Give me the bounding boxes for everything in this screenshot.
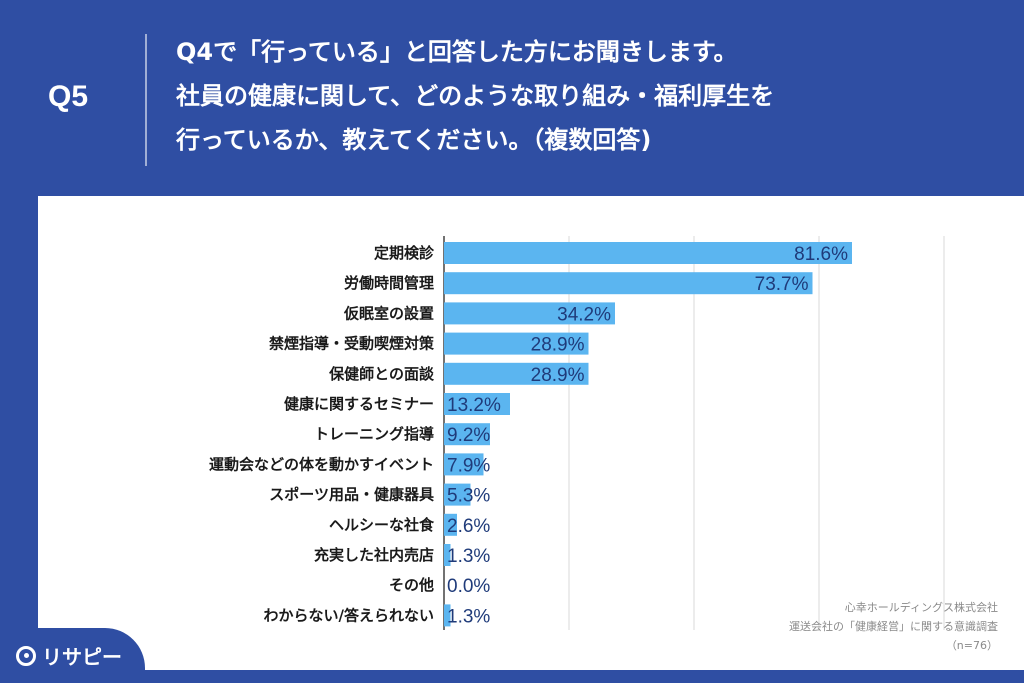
source-sample-size: （n=76） <box>945 639 998 652</box>
category-label: 労働時間管理 <box>344 274 434 292</box>
question-line-1: Q4で「行っている」と回答した方にお聞きします。 <box>176 38 738 66</box>
bar <box>444 242 852 264</box>
bar <box>444 423 490 446</box>
category-label: その他 <box>389 576 434 594</box>
category-label: ヘルシーな社食 <box>329 516 435 534</box>
bar <box>444 332 589 355</box>
data-label: 28.9% <box>531 365 585 386</box>
data-label: 28.9% <box>531 335 585 356</box>
category-label: 運動会などの体を動かすイベント <box>209 455 434 473</box>
source-company: 心幸ホールディングス株式会社 <box>844 601 998 614</box>
data-label: 13.2% <box>447 395 501 416</box>
bar <box>444 453 484 476</box>
question-line-3: 行っているか、教えてください。（複数回答) <box>176 126 652 154</box>
bar <box>444 362 589 385</box>
chart-card: 定期検診 81.6% 労働時間管理 73.7% 仮眠室の設置 34.2% 禁煙指導・受動喫煙… <box>38 196 1024 670</box>
data-label: 5.3% <box>447 486 490 507</box>
category-label: 充実した社内売店 <box>314 546 434 564</box>
bar <box>444 513 457 536</box>
data-label: 7.9% <box>447 455 490 476</box>
brand-name: リサピー <box>42 645 122 669</box>
category-label: 保健師との面談 <box>328 365 435 383</box>
category-label: スポーツ用品・健康器具 <box>269 486 434 504</box>
question-text: Q4で「行っている」と回答した方にお聞きします。 社員の健康に関して、どのような… <box>176 30 1006 162</box>
bar-chart: 定期検診 81.6% 労働時間管理 73.7% 仮眠室の設置 34.2% 禁煙指導・受動喫煙… <box>209 236 945 630</box>
bar <box>444 302 615 325</box>
data-label: 9.2% <box>447 425 490 446</box>
category-label: トレーニング指導 <box>314 425 434 443</box>
source-note: 心幸ホールディングス株式会社 運送会社の「健康経営」に関する意識調査 （n=76… <box>789 598 998 655</box>
data-label: 2.6% <box>447 516 490 537</box>
risapy-logo-icon <box>16 645 36 666</box>
category-label: 仮眠室の設置 <box>343 304 434 322</box>
source-survey: 運送会社の「健康経営」に関する意識調査 <box>789 620 998 633</box>
data-label: 1.3% <box>447 606 490 627</box>
data-label: 73.7% <box>755 274 809 295</box>
question-line-2: 社員の健康に関して、どのような取り組み・福利厚生を <box>176 82 775 110</box>
category-label: 健康に関するセミナー <box>284 395 434 413</box>
data-label: 81.6% <box>794 244 848 265</box>
bar <box>444 272 813 295</box>
data-label: 0.0% <box>447 576 490 597</box>
category-label: 定期検診 <box>374 244 435 262</box>
question-number: Q5 <box>48 80 89 113</box>
brand-logo: リサピー <box>0 628 145 683</box>
bar <box>444 544 451 566</box>
bar <box>444 483 471 506</box>
data-label: 1.3% <box>447 546 490 567</box>
category-label: わからない/答えられない <box>264 606 434 624</box>
data-label: 34.2% <box>557 304 611 325</box>
category-label: 禁煙指導・受動喫煙対策 <box>269 335 435 353</box>
bar <box>444 393 510 415</box>
header-divider <box>145 34 147 166</box>
bar <box>444 604 451 627</box>
